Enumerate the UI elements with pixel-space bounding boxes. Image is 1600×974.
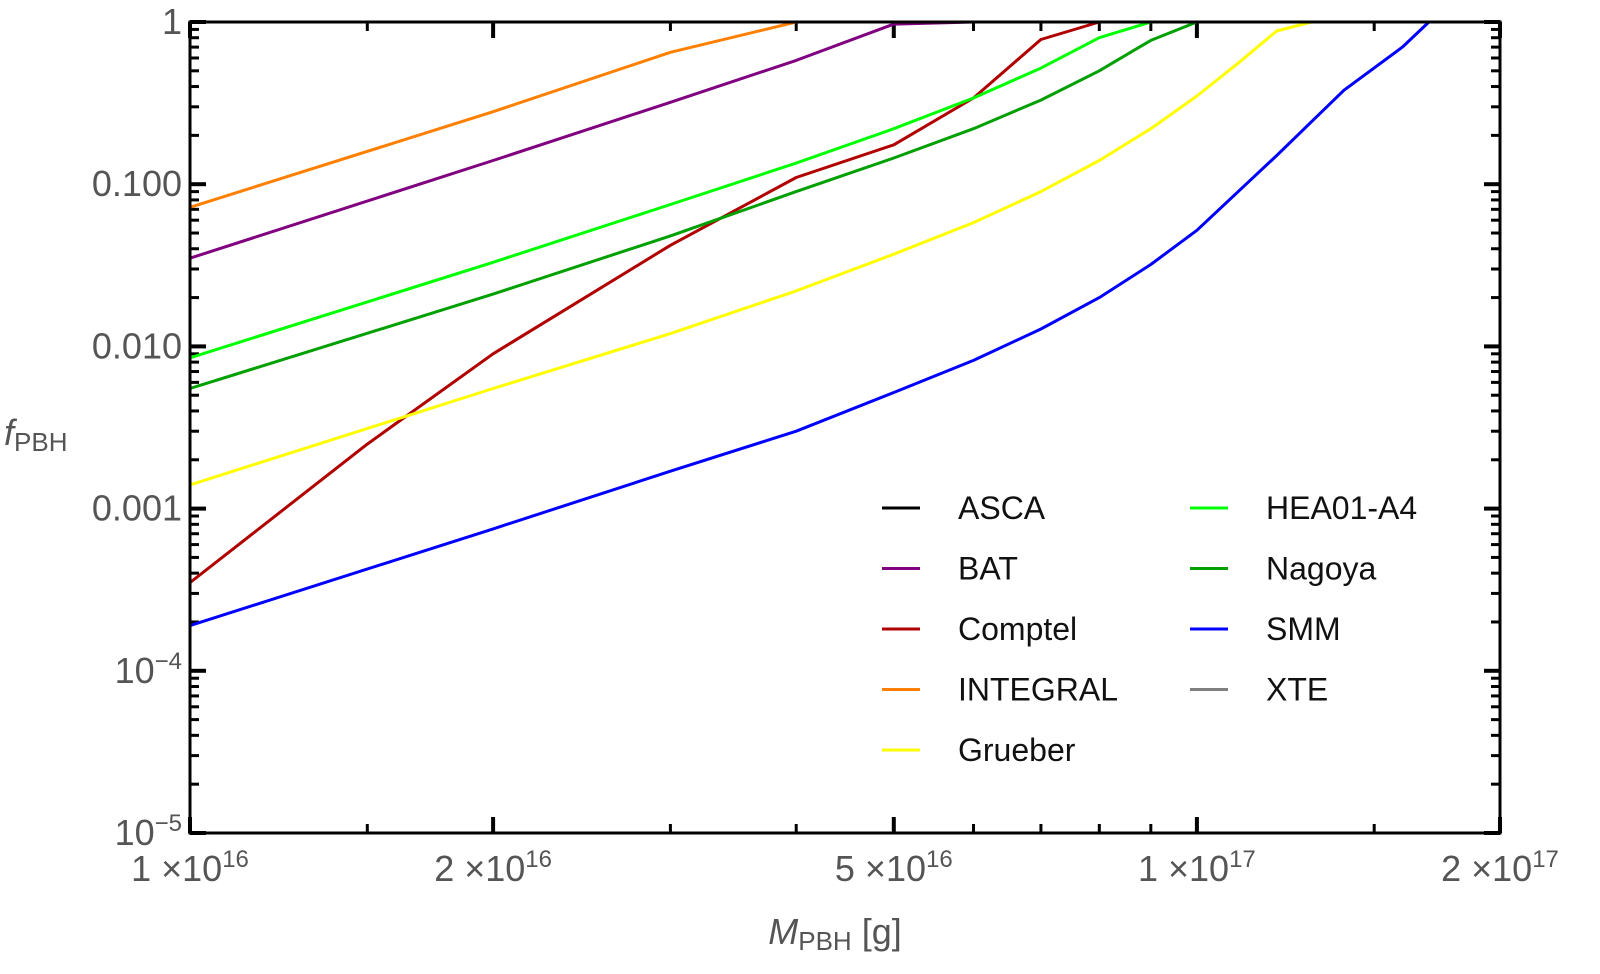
series-line-hea01-a4 <box>190 20 1152 360</box>
y-tick-label: 0.010 <box>92 325 182 366</box>
legend-label-integral: INTEGRAL <box>958 672 1118 708</box>
x-tick-label: 5 ×1016 <box>835 846 953 889</box>
x-axis-title: MPBH [g] <box>768 911 902 956</box>
y-tick-label: 1 <box>162 1 182 42</box>
legend-label-asca: ASCA <box>958 490 1046 526</box>
x-tick-label: 1 ×1017 <box>1138 846 1256 889</box>
legend-label-hea01-a4: HEA01-A4 <box>1266 490 1417 526</box>
legend-label-smm: SMM <box>1266 611 1341 647</box>
x-tick-label: 2 ×1016 <box>434 846 552 889</box>
y-tick-label: 10−4 <box>115 648 182 691</box>
legend-label-grueber: Grueber <box>958 732 1076 768</box>
legend: ASCA BAT Comptel INTEGRAL Grueber HEA01-A4 Nag… <box>882 490 1417 768</box>
series-line-smm <box>190 20 1430 628</box>
series-line-integral <box>190 20 797 209</box>
legend-label-comptel: Comptel <box>958 611 1077 647</box>
x-tick-label: 2 ×1017 <box>1441 846 1559 889</box>
y-axis-title: fPBH <box>4 412 67 457</box>
series-line-bat <box>190 20 974 260</box>
plot-area <box>190 20 1430 628</box>
plot-frame <box>188 20 1502 835</box>
legend-label-xte: XTE <box>1266 672 1328 708</box>
labels-layer: 1 0.100 0.010 0.001 10−4 10−51 ×1016 2 ×1016 5 … <box>4 1 1559 956</box>
series-line-nagoya <box>190 20 1198 390</box>
legend-label-bat: BAT <box>958 551 1018 587</box>
ticks-layer <box>188 20 1502 835</box>
y-tick-label: 0.001 <box>92 488 182 529</box>
series-line-grueber <box>190 20 1312 487</box>
legend-label-nagoya: Nagoya <box>1266 551 1377 587</box>
x-tick-label: 1 ×1016 <box>131 846 249 889</box>
y-tick-label: 10−5 <box>115 810 182 853</box>
y-tick-label: 0.100 <box>92 163 182 204</box>
